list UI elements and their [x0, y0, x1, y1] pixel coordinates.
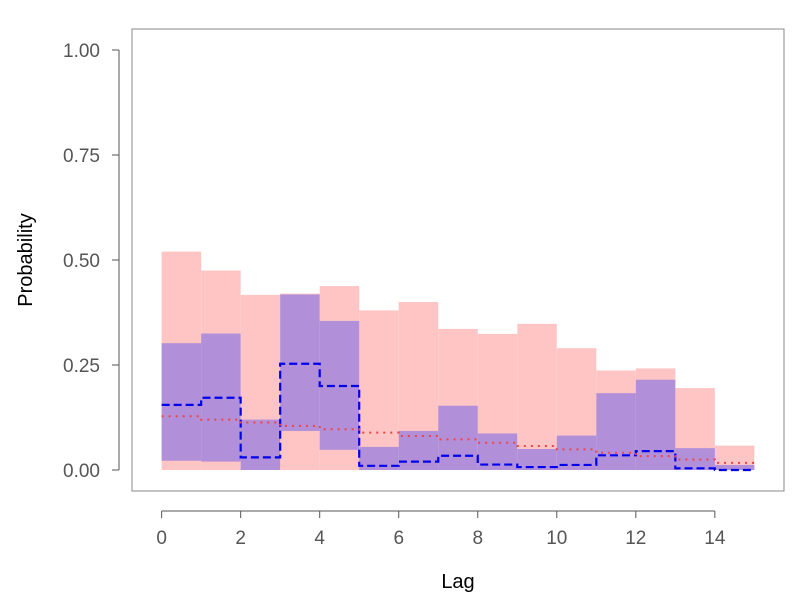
band-1-bar-lag-5	[359, 446, 399, 470]
band-1-bar-lag-11	[596, 393, 636, 470]
band-1-bar-lag-3	[280, 294, 320, 431]
x-tick-label-0: 0	[156, 528, 167, 549]
x-tick-label-2: 2	[235, 528, 246, 549]
band-layer	[161, 251, 755, 470]
step-line-layer	[161, 362, 755, 472]
band-1-bar-lag-14	[714, 464, 755, 470]
band-1-bar-lag-0	[161, 343, 202, 461]
x-tick-label-10: 10	[546, 528, 567, 549]
plot-frame	[131, 28, 785, 492]
band-1-bar-lag-13	[675, 448, 715, 470]
x-tick-label-6: 6	[393, 528, 404, 549]
y-tick-label-1: 0.25	[63, 356, 100, 377]
band-1-bar-lag-9	[517, 449, 557, 470]
y-tick-label-4: 1.00	[63, 41, 100, 62]
x-tick-label-14: 14	[704, 528, 726, 549]
y-tick-label-0: 0.00	[63, 461, 100, 482]
band-1-bar-lag-7	[438, 405, 478, 470]
band-0-bar-lag-5	[359, 310, 399, 470]
band-1-bar-lag-6	[398, 430, 439, 470]
band-0-bar-lag-9	[517, 323, 557, 470]
x-tick-label-12: 12	[625, 528, 646, 549]
y-axis: 0.00 0.25 0.50 0.75 1.00	[63, 41, 120, 482]
y-tick-label-3: 0.75	[63, 146, 100, 167]
x-tick-label-4: 4	[314, 528, 325, 549]
x-axis-title: Lag	[441, 571, 474, 593]
band-1-bar-lag-2	[240, 419, 281, 470]
y-tick-label-2: 0.50	[63, 251, 100, 272]
x-axis: 0 2 4 6 8 10 12 14	[156, 510, 726, 549]
y-axis-title: Probability	[15, 213, 37, 306]
dashed-step-line	[161, 362, 755, 472]
x-tick-label-8: 8	[472, 528, 483, 549]
band-1-bar-lag-12	[635, 379, 676, 470]
